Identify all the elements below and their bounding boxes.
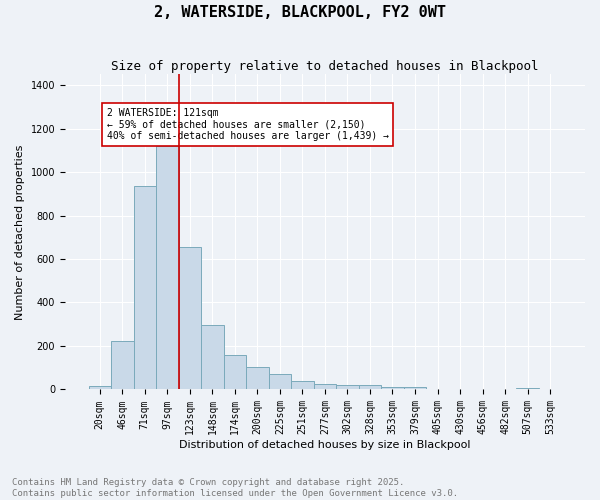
Bar	[246, 366, 269, 390]
Bar	[201, 326, 224, 390]
Bar	[89, 386, 111, 390]
Bar	[404, 388, 426, 390]
Bar	[336, 385, 359, 390]
Title: Size of property relative to detached houses in Blackpool: Size of property relative to detached ho…	[111, 60, 539, 73]
Bar	[156, 146, 179, 390]
Bar	[291, 381, 314, 390]
Y-axis label: Number of detached properties: Number of detached properties	[15, 144, 25, 320]
Text: 2 WATERSIDE: 121sqm
← 59% of detached houses are smaller (2,150)
40% of semi-det: 2 WATERSIDE: 121sqm ← 59% of detached ho…	[107, 108, 389, 141]
Bar	[381, 387, 404, 390]
Bar	[224, 354, 246, 390]
Bar	[314, 384, 336, 390]
X-axis label: Distribution of detached houses by size in Blackpool: Distribution of detached houses by size …	[179, 440, 471, 450]
Bar	[134, 186, 156, 390]
Text: Contains HM Land Registry data © Crown copyright and database right 2025.
Contai: Contains HM Land Registry data © Crown c…	[12, 478, 458, 498]
Bar	[517, 388, 539, 390]
Bar	[359, 385, 381, 390]
Bar	[269, 374, 291, 390]
Bar	[111, 340, 134, 390]
Text: 2, WATERSIDE, BLACKPOOL, FY2 0WT: 2, WATERSIDE, BLACKPOOL, FY2 0WT	[154, 5, 446, 20]
Bar	[179, 247, 201, 390]
